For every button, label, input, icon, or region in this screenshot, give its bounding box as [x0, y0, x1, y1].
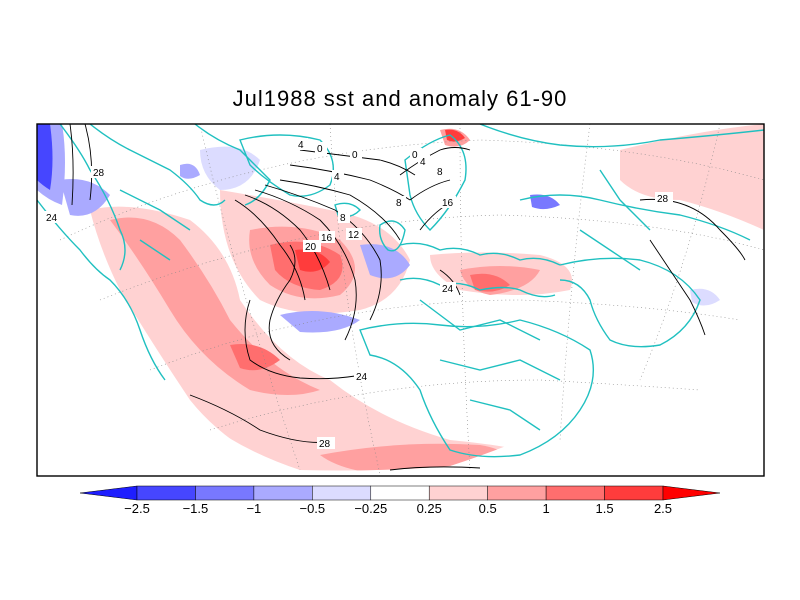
- graticule: [59, 124, 764, 475]
- contour-label: 0: [317, 144, 323, 155]
- colorbar-box: [487, 485, 547, 501]
- colorbar-label: −1: [246, 501, 261, 516]
- contour-label: 24: [442, 284, 454, 295]
- colorbar-box: [604, 485, 664, 501]
- colorbar-label: 0.5: [479, 501, 497, 516]
- contour-label: 16: [321, 233, 333, 244]
- colorbar: −2.5 −1.5 −1 −0.5 −0.25 0.25 0.5 1 1.5 2.5: [79, 485, 721, 516]
- contour-label: 12: [348, 230, 360, 241]
- colorbar-box: [253, 485, 313, 501]
- contour-label: 8: [396, 198, 402, 209]
- colorbar-box: [312, 485, 372, 501]
- map-title: Jul1988 sst and anomaly 61-90: [232, 86, 568, 111]
- colorbar-box: [545, 485, 605, 501]
- colorbar-label: −1.5: [183, 501, 209, 516]
- colorbar-label: −0.25: [354, 501, 387, 516]
- coastlines: [37, 124, 764, 458]
- colorbar-label: 0.25: [417, 501, 442, 516]
- contour-label: 8: [437, 167, 443, 178]
- colorbar-label: −2.5: [124, 501, 150, 516]
- colorbar-label: 2.5: [654, 501, 672, 516]
- contour-label: 4: [298, 140, 304, 151]
- colorbar-box: [370, 485, 430, 501]
- colorbar-arrow-left: [79, 485, 138, 501]
- contour-label: 20: [305, 242, 317, 253]
- contour-label: 24: [46, 213, 58, 224]
- contour-label: 0: [352, 150, 358, 161]
- contour-labels: 28 24 20 16 12 8 4 0 8 16 8 4 0: [44, 138, 673, 450]
- contour-label: 28: [657, 194, 669, 205]
- colorbar-box: [195, 485, 255, 501]
- map-frame: [36, 123, 765, 477]
- colorbar-arrow-right: [662, 485, 721, 501]
- contour-label: 28: [93, 168, 105, 179]
- contour-label: 24: [356, 372, 368, 383]
- contour-label: 4: [420, 157, 426, 168]
- colorbar-box: [428, 485, 488, 501]
- contour-label: 4: [334, 172, 340, 183]
- colorbar-label: 1.5: [596, 501, 614, 516]
- contour-label: 28: [319, 439, 331, 450]
- anomaly-shading: [37, 124, 764, 471]
- colorbar-label: 1: [542, 501, 549, 516]
- sst-contours: [69, 124, 746, 471]
- contour-label: 16: [442, 198, 454, 209]
- colorbar-box: [136, 485, 196, 501]
- colorbar-label: −0.5: [299, 501, 325, 516]
- contour-label: 8: [340, 213, 346, 224]
- contour-label: 0: [412, 150, 418, 161]
